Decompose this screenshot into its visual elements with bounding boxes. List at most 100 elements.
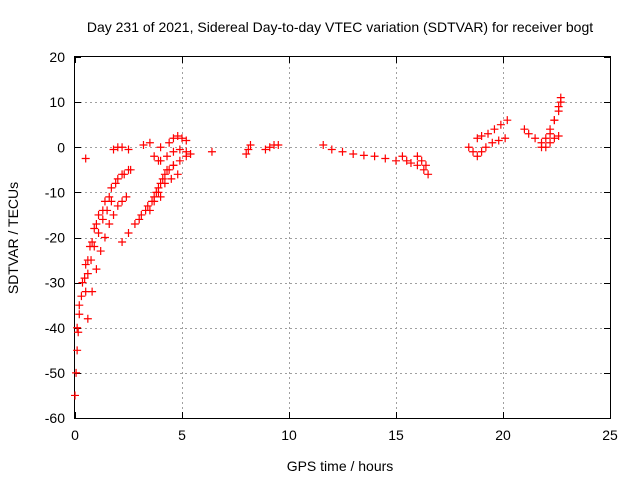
data-point xyxy=(477,131,486,140)
data-point xyxy=(98,215,107,224)
data-point xyxy=(417,156,426,165)
data-point xyxy=(87,256,96,265)
data-point xyxy=(137,210,146,219)
data-point xyxy=(550,116,559,125)
data-point xyxy=(75,301,84,310)
data-point xyxy=(424,170,433,179)
y-tick-label: -10 xyxy=(45,184,65,200)
data-point xyxy=(481,143,490,152)
data-point xyxy=(100,233,109,242)
data-point xyxy=(78,278,87,287)
data-point xyxy=(169,147,178,156)
data-point xyxy=(175,145,184,154)
data-point xyxy=(484,129,493,138)
data-point xyxy=(156,143,165,152)
grid xyxy=(75,57,610,418)
axis-ticks: 0 5 10 15 20 25 -60 -50 -40 -30 -20 -10 0 10 20 xyxy=(45,49,618,443)
data-point xyxy=(111,179,120,188)
data-point xyxy=(150,152,159,161)
data-point xyxy=(90,224,99,233)
data-point xyxy=(154,183,163,192)
data-point xyxy=(107,183,116,192)
data-point xyxy=(402,156,411,165)
data-point xyxy=(154,156,163,165)
data-point xyxy=(473,134,482,143)
x-tick-label: 0 xyxy=(71,427,79,443)
y-tick-label: -20 xyxy=(45,230,65,246)
data-point xyxy=(319,140,328,149)
data-point xyxy=(81,260,90,269)
data-point xyxy=(338,147,347,156)
data-point xyxy=(165,138,174,147)
data-point xyxy=(242,150,251,159)
data-point xyxy=(421,161,430,170)
data-point xyxy=(94,210,103,219)
data-point xyxy=(105,192,114,201)
data-point xyxy=(524,129,533,138)
data-point xyxy=(488,138,497,147)
data-point xyxy=(145,206,154,215)
data-point xyxy=(94,228,103,237)
data-point xyxy=(80,274,89,283)
y-tick-label: -30 xyxy=(45,275,65,291)
data-point xyxy=(83,269,92,278)
y-axis-label: SDTVAR / TECUs xyxy=(5,182,21,294)
data-point xyxy=(398,152,407,161)
data-point xyxy=(77,292,86,301)
data-point xyxy=(105,219,114,228)
y-tick-label: 10 xyxy=(49,94,65,110)
data-point xyxy=(103,206,112,215)
data-point xyxy=(469,147,478,156)
data-point xyxy=(72,368,81,377)
data-point xyxy=(169,134,178,143)
data-point xyxy=(244,145,253,154)
data-points xyxy=(71,93,565,400)
data-point xyxy=(520,125,529,134)
data-point xyxy=(490,125,499,134)
data-point xyxy=(88,287,97,296)
y-tick-label: -40 xyxy=(45,320,65,336)
x-tick-label: 10 xyxy=(281,427,297,443)
data-point xyxy=(494,136,503,145)
data-point xyxy=(118,143,127,152)
data-point xyxy=(173,170,182,179)
chart-title: Day 231 of 2021, Sidereal Day-to-day VTE… xyxy=(87,19,593,35)
data-point xyxy=(413,152,422,161)
data-point xyxy=(109,210,118,219)
data-point xyxy=(118,197,127,206)
data-point xyxy=(419,165,428,174)
data-point xyxy=(473,152,482,161)
data-point xyxy=(546,129,555,138)
data-point xyxy=(92,265,101,274)
data-point xyxy=(120,170,129,179)
data-point xyxy=(381,154,390,163)
data-point xyxy=(392,156,400,165)
data-point xyxy=(118,238,127,247)
y-tick-label: 20 xyxy=(49,49,65,65)
data-point xyxy=(167,174,176,183)
data-point xyxy=(88,238,97,247)
data-point xyxy=(152,188,161,197)
data-point xyxy=(265,143,274,152)
data-point xyxy=(554,102,563,111)
data-point xyxy=(163,152,172,161)
data-point xyxy=(186,150,195,159)
y-tick-label: 0 xyxy=(57,139,65,155)
data-point xyxy=(327,145,336,154)
data-point xyxy=(531,134,540,143)
data-point xyxy=(165,165,174,174)
data-point xyxy=(274,140,283,149)
data-point xyxy=(554,131,563,140)
data-point xyxy=(122,192,131,201)
x-tick-label: 20 xyxy=(495,427,511,443)
data-point xyxy=(124,145,133,154)
data-point xyxy=(464,143,473,152)
data-point xyxy=(261,145,270,154)
data-point xyxy=(182,147,191,156)
x-tick-label: 25 xyxy=(602,427,618,443)
data-point xyxy=(71,391,79,400)
data-point xyxy=(496,120,505,129)
data-point xyxy=(370,152,379,161)
data-point xyxy=(92,219,101,228)
